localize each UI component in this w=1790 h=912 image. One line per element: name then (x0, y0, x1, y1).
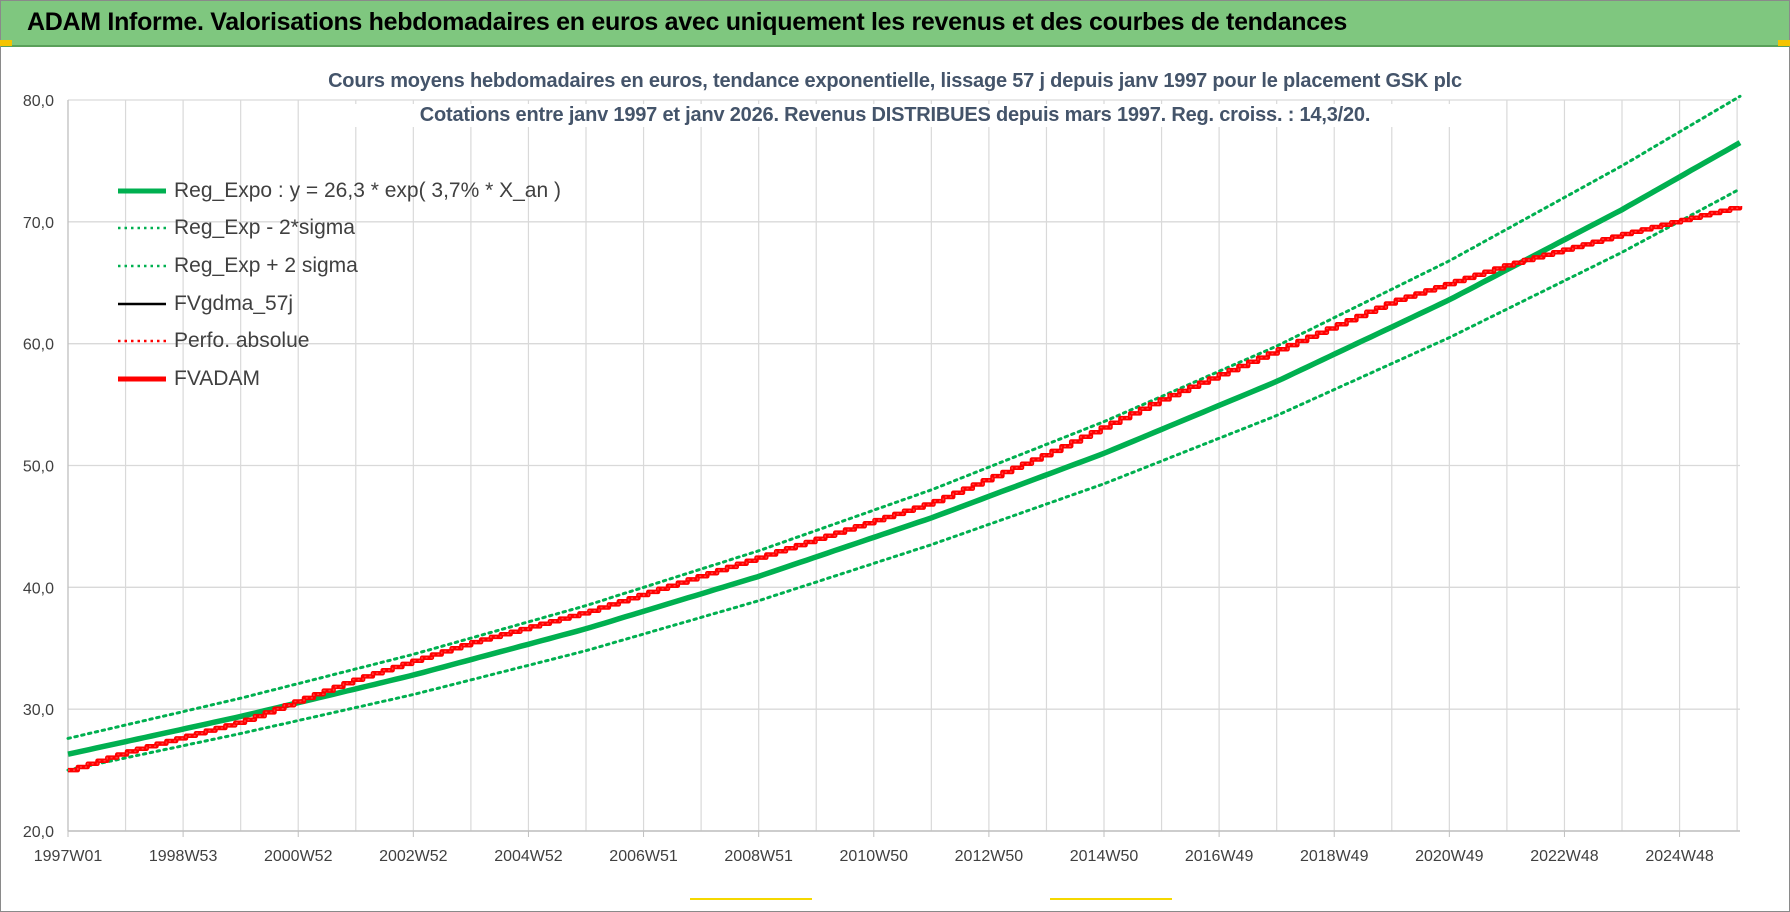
legend-swatch (116, 336, 168, 346)
corner-mark (1778, 40, 1790, 46)
series-reg-expo (67, 140, 1742, 757)
x-tick-label: 2000W52 (264, 848, 333, 865)
grid-layer (67, 99, 1740, 837)
chart-legend: Reg_Expo : y = 26,3 * exp( 3,7% * X_an )… (116, 172, 561, 398)
bottom-mark (1050, 898, 1172, 900)
chart-title-line1: Cours moyens hebdomadaires en euros, ten… (315, 70, 1475, 93)
x-tick-label: 2006W51 (609, 848, 678, 865)
banner-title: ADAM Informe. Valorisations hebdomadaire… (27, 8, 1348, 36)
x-tick-label: 2002W52 (379, 848, 448, 865)
x-tick-label: 2008W51 (724, 848, 793, 865)
report-banner: ADAM Informe. Valorisations hebdomadaire… (1, 1, 1789, 47)
chart-title-line2: Cotations entre janv 1997 et janv 2026. … (315, 104, 1475, 127)
x-tick-label: 2010W50 (840, 848, 909, 865)
y-tick-label: 50,0 (23, 459, 54, 476)
legend-item: FVADAM (116, 360, 561, 398)
series-perfo-absolue (68, 206, 1741, 771)
legend-label: Perfo. absolue (174, 329, 310, 353)
legend-label: Reg_Exp - 2*sigma (174, 216, 355, 240)
series-reg-exp-plus-2sigma (66, 94, 1742, 740)
y-tick-label: 80,0 (23, 93, 54, 110)
y-tick-label: 40,0 (23, 580, 54, 597)
legend-swatch (116, 374, 168, 384)
legend-swatch (116, 223, 168, 233)
x-tick-label: 2018W49 (1300, 848, 1369, 865)
legend-item: FVgdma_57j (116, 285, 561, 323)
legend-item: Reg_Exp + 2 sigma (116, 247, 561, 285)
x-tick-label: 2020W49 (1415, 848, 1484, 865)
legend-label: Reg_Exp + 2 sigma (174, 253, 358, 277)
y-tick-label: 60,0 (23, 337, 54, 354)
legend-label: FVgdma_57j (174, 291, 294, 315)
series-layer (66, 94, 1743, 773)
legend-swatch (116, 186, 168, 196)
y-tick-label: 20,0 (23, 824, 54, 841)
x-tick-label: 1997W01 (34, 848, 103, 865)
corner-mark (0, 40, 12, 46)
legend-swatch (116, 299, 168, 309)
bottom-mark (690, 898, 812, 900)
y-tick-label: 70,0 (23, 215, 54, 232)
x-tick-label: 2016W49 (1185, 848, 1254, 865)
x-tick-label: 2012W50 (955, 848, 1024, 865)
legend-label: Reg_Expo : y = 26,3 * exp( 3,7% * X_an ) (174, 178, 561, 202)
series-reg-exp-minus-2sigma (66, 187, 1742, 772)
axis-labels: 20,0 30,0 40,0 50,0 60,0 70,0 80,0 1997W01 1998W… (23, 93, 1714, 865)
x-tick-label: 2014W50 (1070, 848, 1139, 865)
x-tick-label: 1998W53 (149, 848, 218, 865)
legend-swatch (116, 261, 168, 271)
x-tick-label: 2022W48 (1530, 848, 1599, 865)
legend-item: Reg_Expo : y = 26,3 * exp( 3,7% * X_an ) (116, 172, 561, 210)
legend-item: Perfo. absolue (116, 322, 561, 360)
x-tick-label: 2024W48 (1645, 848, 1714, 865)
legend-item: Reg_Exp - 2*sigma (116, 210, 561, 248)
legend-label: FVADAM (174, 366, 260, 390)
y-tick-label: 30,0 (23, 702, 54, 719)
x-tick-label: 2004W52 (494, 848, 563, 865)
